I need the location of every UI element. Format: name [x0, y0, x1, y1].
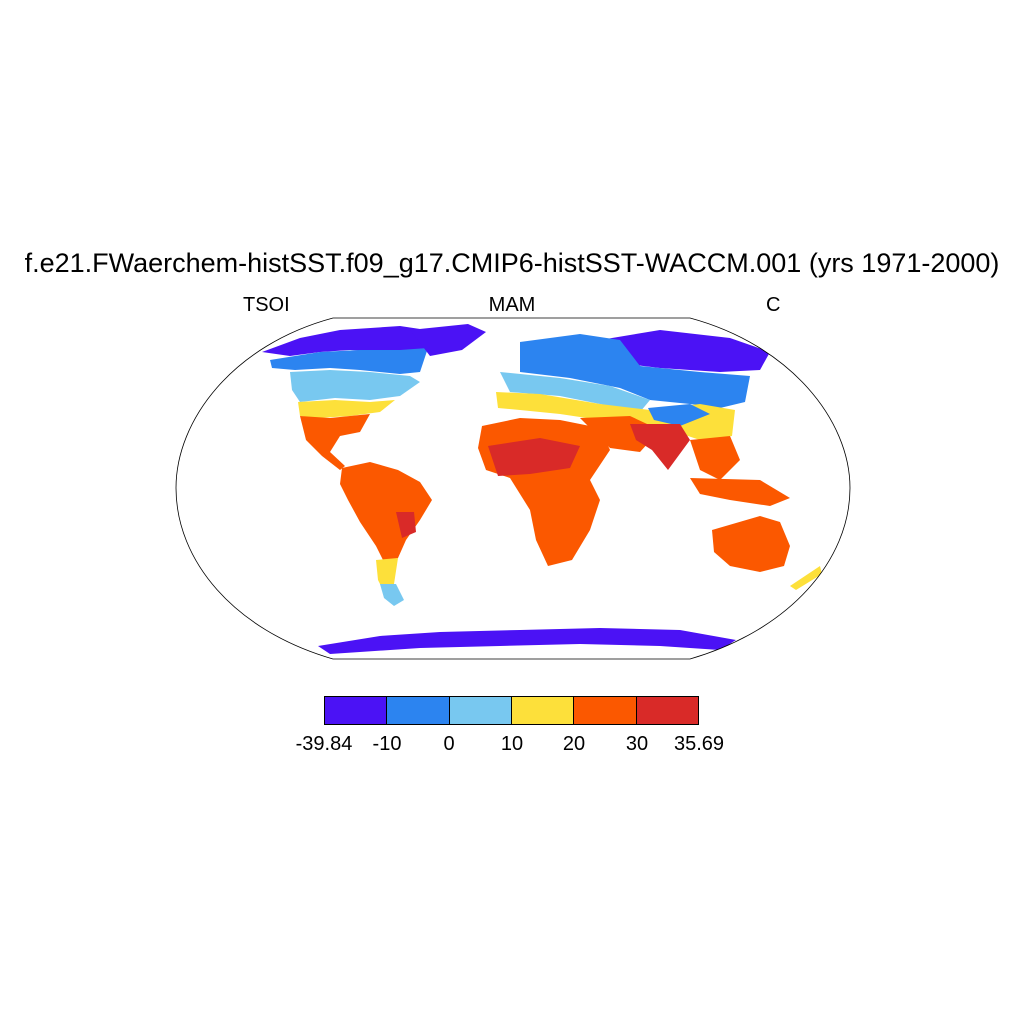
south-america-hot [396, 512, 416, 538]
land-regions [262, 324, 822, 654]
colorbar-label: 20 [562, 733, 586, 755]
colorbar-swatch-4 [511, 697, 575, 724]
indonesia-warm [690, 478, 790, 506]
colorbar-swatch-1 [325, 697, 388, 724]
map-title: f.e21.FWaerchem-histSST.f09_g17.CMIP6-hi… [24, 248, 1000, 278]
eurasia-cold [520, 334, 750, 408]
eurasia-cool [500, 372, 650, 412]
colorbar-label: 35.69 [673, 733, 725, 755]
south-america-warm [340, 462, 432, 562]
greenland [410, 324, 486, 356]
north-america-cold [270, 348, 428, 374]
map-outline [175, 317, 851, 660]
australia-warm [712, 516, 790, 572]
colorbar-swatch-6 [636, 697, 698, 724]
colorbar-swatch-3 [449, 697, 512, 724]
africa-hot [488, 438, 580, 476]
se-asia-warm [690, 436, 740, 480]
colorbar-label: 30 [625, 733, 649, 755]
south-america-cool [380, 584, 404, 606]
eurasia-arctic [600, 330, 770, 372]
north-america-arctic [262, 326, 440, 356]
variable-label: TSOI [243, 294, 290, 316]
north-america-cool [290, 370, 420, 402]
tibet-cold [648, 404, 710, 426]
colorbar-label: -39.84 [295, 733, 353, 755]
colorbar-label: 10 [500, 733, 524, 755]
colorbar [324, 696, 699, 725]
colorbar-label: -10 [372, 733, 402, 755]
new-zealand [790, 566, 822, 590]
colorbar-swatch-5 [574, 697, 637, 724]
antarctica [318, 628, 736, 654]
colorbar-swatch-2 [387, 697, 450, 724]
units-label: C [766, 294, 781, 316]
north-america-mild [298, 400, 395, 418]
north-america-warm [300, 414, 370, 470]
south-america-mild [376, 558, 398, 592]
colorbar-label: 0 [443, 733, 455, 755]
india-hot [630, 424, 690, 470]
season-label: MAM [488, 294, 536, 316]
